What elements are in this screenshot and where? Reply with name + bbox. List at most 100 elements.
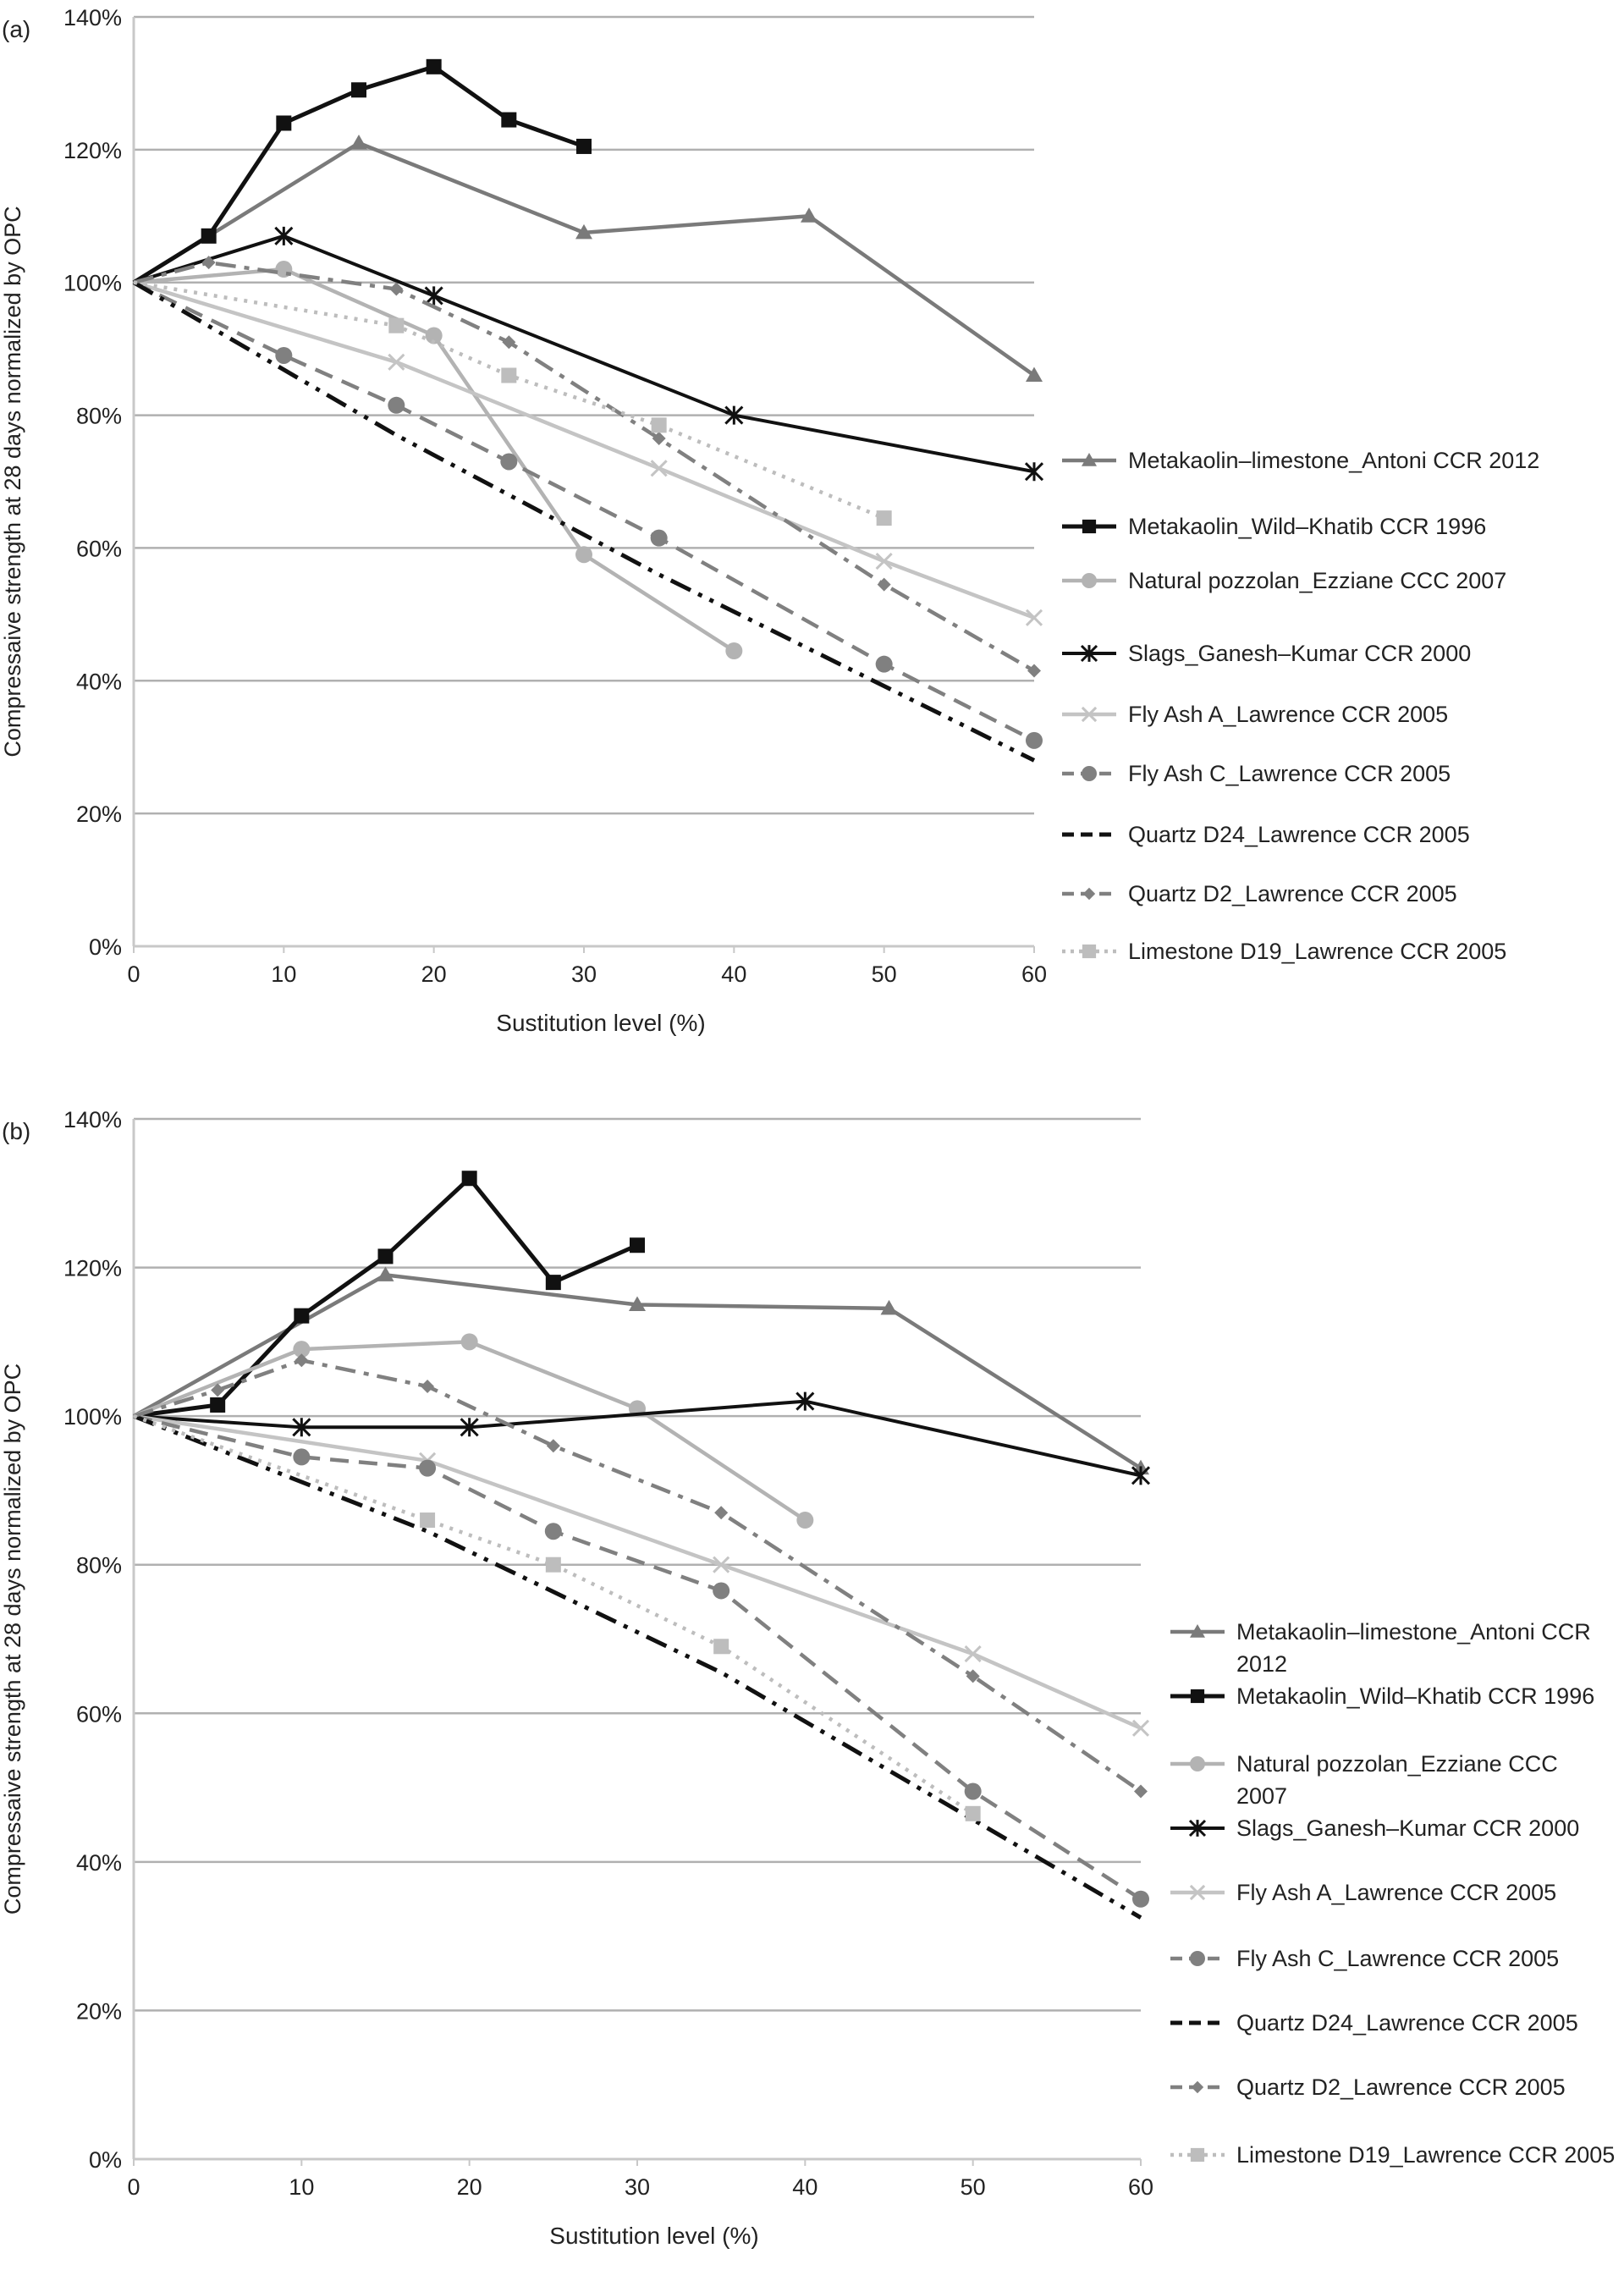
data-point: [876, 510, 892, 526]
data-point: [545, 1275, 561, 1291]
legend-entry: Natural pozzolan_Ezziane CCC 2007: [1170, 1751, 1558, 1809]
data-point: [575, 546, 592, 564]
data-point: [388, 317, 405, 333]
data-point: [293, 1448, 311, 1466]
legend-entry: Quartz D24_Lawrence CCR 2005: [1170, 2010, 1578, 2036]
data-point: [276, 115, 292, 131]
data-point: [502, 335, 516, 350]
data-point: [875, 553, 893, 570]
data-point: [964, 1782, 982, 1800]
data-point: [211, 1383, 225, 1397]
series-mk-ls: [132, 135, 1043, 383]
legend-entry: Slags_Ganesh–Kumar CCR 2000: [1170, 1815, 1579, 1841]
data-point: [350, 135, 367, 150]
legend-marker: [1080, 644, 1098, 663]
data-point: [1132, 1890, 1149, 1908]
series-fa-a: [133, 1413, 1150, 1737]
data-point: [1027, 664, 1041, 678]
data-point: [650, 460, 668, 477]
x-tick-label: 20: [421, 961, 447, 987]
y-tick-label: 80%: [76, 404, 122, 429]
x-tick-label: 50: [872, 961, 897, 987]
data-point: [964, 1645, 982, 1663]
series-line: [133, 1413, 1142, 1920]
data-point: [1131, 1719, 1150, 1737]
series-np-ez: [133, 261, 743, 659]
legend-label: Natural pozzolan_Ezziane CCC 2007: [1128, 568, 1506, 593]
data-point: [460, 1333, 478, 1351]
legend-label: Limestone D19_Lawrence CCR 2005: [1236, 2142, 1615, 2168]
legend-marker: [1188, 1819, 1207, 1837]
y-tick-label: 120%: [63, 1256, 122, 1281]
chart-panel-b: (b) 0% 20% 40% 60% 80% 100% 120% 140% 0 10 20 30 40 50…: [0, 1107, 1615, 2249]
legend-entry: Fly Ash A_Lawrence CCR 2005: [1062, 702, 1448, 727]
panel-label: (a): [2, 16, 30, 42]
series-line: [133, 1413, 1142, 1730]
data-point: [651, 417, 667, 433]
legend-marker: [1082, 519, 1097, 534]
data-point: [545, 1556, 561, 1573]
data-point: [389, 282, 404, 296]
series-sl-gk: [133, 1391, 1151, 1485]
series-line: [132, 280, 1036, 763]
data-point: [875, 655, 893, 673]
data-point: [425, 327, 443, 344]
y-tick-label: 40%: [76, 669, 122, 694]
data-point: [713, 1639, 729, 1655]
series-mk-wk: [133, 1171, 645, 1419]
series-line: [133, 280, 1035, 620]
series-line: [133, 1358, 1142, 1793]
data-point: [795, 1391, 815, 1411]
legend-marker: [1189, 1884, 1206, 1901]
series-ls19: [133, 280, 892, 526]
x-tick-label: 0: [127, 2174, 140, 2200]
legend-entry: Quartz D2_Lawrence CCR 2005: [1062, 881, 1457, 906]
y-tick-label: 80%: [76, 1553, 122, 1579]
x-tick-label: 60: [1021, 961, 1047, 987]
x-axis-title: Sustitution level (%): [549, 2223, 758, 2249]
legend-label: Quartz D24_Lawrence CCR 2005: [1236, 2010, 1578, 2036]
data-point: [965, 1805, 981, 1821]
x-tick-label: 30: [571, 961, 597, 987]
legend-entry: Limestone D19_Lawrence CCR 2005: [1170, 2142, 1615, 2168]
data-point: [292, 1418, 311, 1437]
series-mk-wk: [132, 58, 592, 284]
data-point: [714, 1506, 729, 1520]
data-point: [420, 1512, 436, 1529]
data-point: [426, 58, 442, 74]
data-point: [546, 1439, 560, 1453]
legend-marker: [1081, 706, 1098, 723]
x-tick-label: 0: [127, 961, 140, 987]
series-qd24: [133, 1413, 1142, 1920]
legend-marker: [1082, 944, 1097, 959]
legend-marker: [1190, 1689, 1205, 1704]
x-tick-label: 50: [961, 2174, 986, 2200]
data-point: [629, 1296, 646, 1311]
legend-label: Fly Ash A_Lawrence CCR 2005: [1236, 1880, 1556, 1905]
data-point: [652, 432, 666, 446]
legend-label: Fly Ash C_Lawrence CCR 2005: [1236, 1946, 1559, 1971]
series-sl-gk: [133, 226, 1044, 482]
legend-label: Metakaolin–limestone_Antoni CCR 2012: [1128, 448, 1539, 473]
data-point: [275, 346, 293, 364]
data-point: [424, 286, 443, 306]
series-fa-c: [133, 1413, 1149, 1908]
y-tick-label: 0%: [89, 2147, 122, 2173]
y-tick-label: 140%: [63, 1107, 122, 1132]
data-point: [501, 367, 517, 383]
data-point: [210, 1397, 226, 1413]
legend-label: Slags_Ganesh–Kumar CCR 2000: [1128, 641, 1471, 666]
legend-entry: Fly Ash C_Lawrence CCR 2005: [1062, 761, 1451, 786]
x-tick-label: 60: [1128, 2174, 1153, 2200]
legend-entry: Metakaolin–limestone_Antoni CCR 2012: [1170, 1619, 1591, 1677]
legend-entry: Fly Ash A_Lawrence CCR 2005: [1170, 1880, 1556, 1905]
y-tick-label: 20%: [76, 802, 122, 827]
data-point: [351, 82, 366, 98]
x-axis-title: Sustitution level (%): [496, 1010, 705, 1036]
y-tick-label: 100%: [63, 1404, 122, 1430]
data-point: [1025, 609, 1043, 626]
data-point: [650, 529, 668, 547]
data-point: [293, 1341, 311, 1358]
data-point: [201, 256, 216, 270]
